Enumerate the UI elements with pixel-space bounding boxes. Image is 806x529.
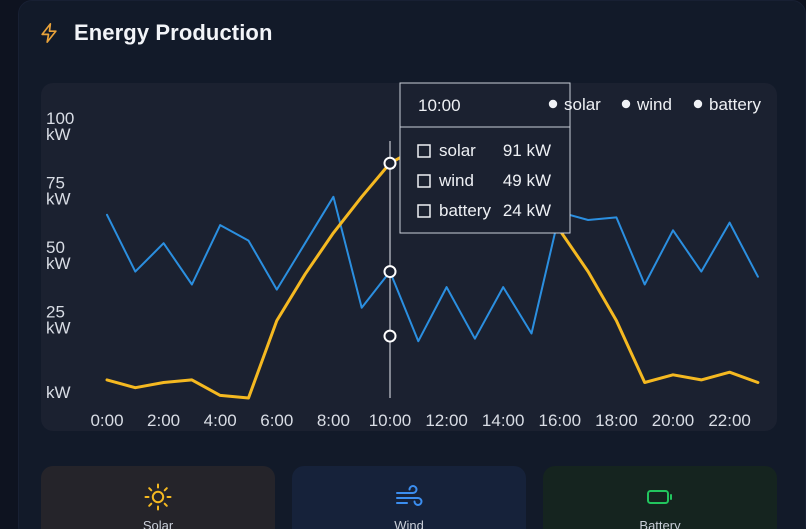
y-tick-label: kW [46,383,71,402]
legend-dot [548,99,558,109]
hover-marker [383,329,397,343]
x-tick-label: 4:00 [204,411,237,430]
tooltip-title: 10:00 [418,96,461,115]
sun-icon [144,483,172,511]
wind-tile-label: Wind [394,518,424,529]
wind-series-line [106,195,759,343]
x-tick-label: 6:00 [260,411,293,430]
legend-label: wind [636,95,672,114]
legend-label: battery [709,95,761,114]
battery-tile-label: Battery [639,518,681,529]
tooltip-series-name: battery [439,201,491,220]
x-tick-label: 10:00 [369,411,412,430]
legend-label: solar [564,95,601,114]
card-title: Energy Production [74,20,273,45]
x-axis-ticks: 0:00 2:00 4:00 6:00 8:00 10:00 12:00 14:00 16:00… [90,411,750,430]
legend-dot [621,99,631,109]
y-tick-text: 25 [46,303,65,322]
legend-dot [693,99,703,109]
x-tick-label: 20:00 [652,411,695,430]
tooltip-swatch [417,144,431,158]
x-tick-label: 16:00 [539,411,582,430]
tooltip: 10:00 solar 91 kW wind 49 kW battery 24 kW [399,82,571,234]
legend[interactable]: solar wind battery [548,95,762,114]
y-tick-text: kW [46,383,71,402]
tooltip-box [399,82,571,234]
y-tick-text: kW [46,190,71,209]
x-tick-label: 22:00 [708,411,751,430]
hover-layer [383,141,397,398]
hover-marker [383,265,397,279]
wind-icon [396,485,423,506]
tooltip-series-value: 24 kW [503,201,551,220]
solar-tile-label: Solar [142,518,174,529]
legend-item-wind[interactable]: wind [621,95,672,114]
card-header: Energy Production [38,18,273,48]
source-tiles: Solar Wind Battery [41,466,778,529]
legend-item-battery[interactable]: battery [693,95,762,114]
solar-tile[interactable]: Solar [41,466,275,529]
x-tick-label: 0:00 [90,411,123,430]
tooltip-swatch [417,204,431,218]
y-tick-text: 100 [46,109,74,128]
y-tick-text: kW [46,254,71,273]
x-tick-label: 14:00 [482,411,525,430]
tooltip-series-value: 91 kW [503,141,551,160]
tooltip-series-name: wind [438,171,474,190]
battery-icon [647,490,672,504]
x-tick-label: 18:00 [595,411,638,430]
tooltip-series-name: solar [439,141,476,160]
legend-item-solar[interactable]: solar [548,95,601,114]
x-tick-label: 12:00 [425,411,468,430]
tooltip-swatch [417,174,431,188]
y-tick-text: 75 [46,174,65,193]
y-tick-text: kW [46,125,71,144]
x-tick-label: 2:00 [147,411,180,430]
tooltip-series-value: 49 kW [503,171,551,190]
y-tick-text: 50 [46,238,65,257]
wind-tile[interactable]: Wind [292,466,526,529]
hover-marker [383,156,397,170]
y-tick-text: kW [46,319,71,338]
x-tick-label: 8:00 [317,411,350,430]
battery-tile[interactable]: Battery [543,466,777,529]
lightning-bolt-icon [41,23,57,43]
